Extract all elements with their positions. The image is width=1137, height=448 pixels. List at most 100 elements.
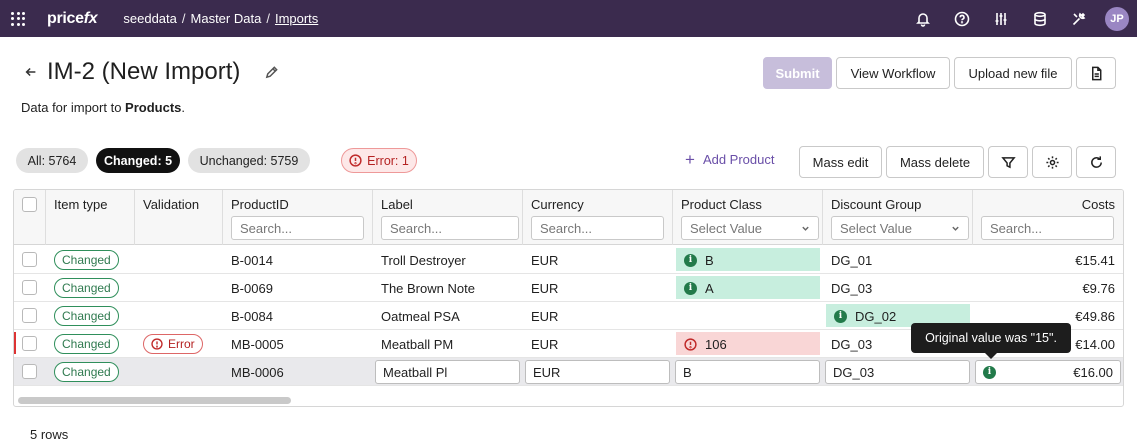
discount-group-edit-input[interactable]: DG_03 — [825, 360, 970, 384]
filter-changed-chip[interactable]: Changed: 5 — [96, 148, 180, 173]
filter-error-chip[interactable]: Error: 1 — [341, 148, 417, 173]
column-costs[interactable]: Costs Search... — [973, 190, 1123, 245]
column-product-class[interactable]: Product Class Select Value — [673, 190, 823, 245]
costs-cell[interactable]: €14.00 — [1075, 336, 1115, 352]
row-error-marker — [14, 332, 16, 354]
row-checkbox[interactable] — [22, 336, 37, 351]
column-item-type[interactable]: Item type — [46, 190, 135, 245]
item-type-badge: Changed — [54, 306, 119, 326]
plus-icon: + — [685, 150, 695, 169]
discount-group-cell[interactable]: DG_03 — [831, 280, 873, 296]
breadcrumb-master-data[interactable]: Master Data — [190, 11, 262, 26]
costs-cell[interactable]: €49.86 — [1075, 308, 1115, 324]
row-checkbox[interactable] — [22, 252, 37, 267]
validation-error-badge[interactable]: Error — [143, 334, 203, 354]
document-icon — [1091, 66, 1101, 80]
refresh-button[interactable] — [1076, 146, 1116, 178]
back-arrow-icon[interactable] — [24, 65, 40, 81]
info-icon[interactable]: i — [834, 309, 847, 323]
breadcrumb-seeddata[interactable]: seeddata — [123, 11, 177, 26]
table-row[interactable]: Changed B-0084 Oatmeal PSA EUR i DG_02 €4… — [14, 302, 1123, 330]
bell-icon[interactable] — [910, 6, 936, 32]
refresh-icon — [1090, 155, 1102, 168]
row-checkbox[interactable] — [22, 364, 37, 379]
info-icon[interactable]: i — [684, 253, 697, 267]
tools-icon[interactable] — [1066, 6, 1092, 32]
select-all-checkbox[interactable] — [22, 197, 37, 212]
app-grid-icon[interactable] — [11, 11, 25, 26]
label-cell[interactable]: Meatball PM — [381, 336, 454, 352]
label-search-input[interactable]: Search... — [381, 216, 519, 240]
product-class-edit-input[interactable]: B — [675, 360, 820, 384]
add-product-button[interactable]: + Add Product — [685, 150, 775, 169]
table-row-editing[interactable]: Changed MB-0006 Meatball Pl EUR B DG_03 … — [14, 358, 1123, 386]
table-row[interactable]: Changed Error MB-0005 Meatball PM EUR 10… — [14, 330, 1123, 358]
discount-group-cell[interactable]: i DG_02 — [834, 302, 896, 330]
row-checkbox[interactable] — [22, 308, 37, 323]
column-discount-group[interactable]: Discount Group Select Value — [823, 190, 973, 245]
mass-edit-button[interactable]: Mass edit — [799, 146, 882, 178]
error-circle-icon[interactable] — [684, 337, 705, 351]
label-cell[interactable]: Oatmeal PSA — [381, 308, 460, 324]
view-workflow-button[interactable]: View Workflow — [836, 57, 950, 89]
error-circle-icon — [349, 154, 362, 167]
document-button[interactable] — [1076, 57, 1116, 89]
product-id-cell[interactable]: B-0084 — [231, 308, 273, 324]
sliders-icon[interactable] — [988, 6, 1014, 32]
discount-group-cell[interactable]: DG_03 — [831, 336, 873, 352]
product-id-cell[interactable]: B-0069 — [231, 280, 273, 296]
currency-search-input[interactable]: Search... — [531, 216, 664, 240]
column-validation[interactable]: Validation — [135, 190, 223, 245]
top-navigation-bar: pricefx seeddata / Master Data / Imports… — [0, 0, 1137, 37]
database-icon[interactable] — [1027, 6, 1053, 32]
breadcrumb-imports[interactable]: Imports — [274, 11, 319, 26]
info-icon[interactable]: i — [684, 281, 697, 295]
horizontal-scrollbar[interactable] — [18, 397, 291, 404]
discount-group-cell[interactable]: DG_01 — [831, 252, 873, 268]
help-icon[interactable] — [949, 6, 975, 32]
currency-cell[interactable]: EUR — [531, 336, 559, 352]
page-title: IM-2 (New Import) — [47, 58, 241, 85]
column-product-id[interactable]: ProductID Search... — [223, 190, 373, 245]
table-header: Item type Validation ProductID Search...… — [14, 190, 1123, 245]
currency-edit-input[interactable]: EUR — [525, 360, 670, 384]
label-cell[interactable]: The Brown Note — [381, 280, 475, 296]
costs-cell[interactable]: €15.41 — [1075, 252, 1115, 268]
item-type-badge: Changed — [54, 334, 119, 354]
costs-cell[interactable]: €9.76 — [1082, 280, 1115, 296]
discount-group-select[interactable]: Select Value — [831, 216, 969, 240]
column-label[interactable]: Label Search... — [373, 190, 523, 245]
currency-cell[interactable]: EUR — [531, 280, 559, 296]
mass-delete-button[interactable]: Mass delete — [886, 146, 984, 178]
row-checkbox[interactable] — [22, 280, 37, 295]
costs-search-input[interactable]: Search... — [981, 216, 1114, 240]
chevron-down-icon — [951, 224, 960, 233]
column-currency[interactable]: Currency Search... — [523, 190, 673, 245]
item-type-badge: Changed — [54, 362, 119, 382]
label-cell[interactable]: Troll Destroyer — [381, 252, 466, 268]
label-edit-input[interactable]: Meatball Pl — [375, 360, 520, 384]
currency-cell[interactable]: EUR — [531, 308, 559, 324]
info-icon[interactable]: i — [983, 365, 996, 379]
user-avatar[interactable]: JP — [1105, 6, 1129, 31]
product-class-select[interactable]: Select Value — [681, 216, 819, 240]
filter-all-chip[interactable]: All: 5764 — [16, 148, 88, 173]
product-id-cell[interactable]: B-0014 — [231, 252, 273, 268]
submit-button[interactable]: Submit — [763, 57, 832, 89]
product-id-search-input[interactable]: Search... — [231, 216, 364, 240]
product-class-cell[interactable]: 106 — [684, 330, 727, 358]
pricefx-logo[interactable]: pricefx — [47, 9, 98, 27]
settings-button[interactable] — [1032, 146, 1072, 178]
pencil-icon[interactable] — [264, 65, 280, 81]
product-id-cell[interactable]: MB-0005 — [231, 336, 284, 352]
filter-unchanged-chip[interactable]: Unchanged: 5759 — [188, 148, 310, 173]
costs-edit-input[interactable]: i €16.00 — [975, 360, 1121, 384]
filter-button[interactable] — [988, 146, 1028, 178]
product-id-cell[interactable]: MB-0006 — [231, 364, 284, 380]
currency-cell[interactable]: EUR — [531, 252, 559, 268]
upload-new-file-button[interactable]: Upload new file — [954, 57, 1072, 89]
